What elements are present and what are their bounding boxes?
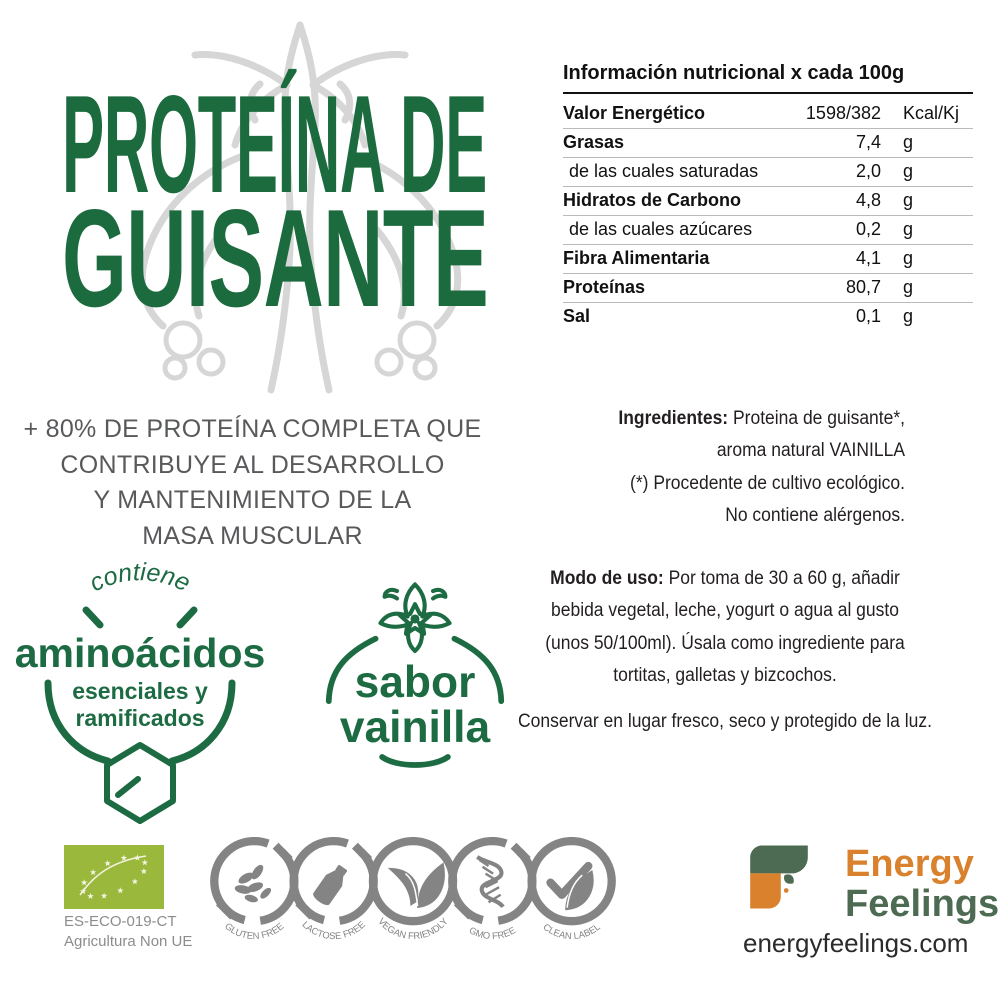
svg-text:LACTOSE FREE: LACTOSE FREE — [300, 919, 368, 942]
svg-text:GLUTEN FREE: GLUTEN FREE — [222, 921, 286, 942]
svg-text:ramificados: ramificados — [75, 705, 204, 731]
svg-text:aminoácidos: aminoácidos — [15, 630, 266, 676]
svg-text:sabor: sabor — [355, 658, 476, 707]
svg-text:contiene: contiene — [85, 558, 195, 597]
svg-text:esenciales y: esenciales y — [72, 678, 208, 704]
svg-text:GMO FREE: GMO FREE — [467, 925, 518, 942]
svg-text:vainilla: vainilla — [340, 703, 491, 752]
